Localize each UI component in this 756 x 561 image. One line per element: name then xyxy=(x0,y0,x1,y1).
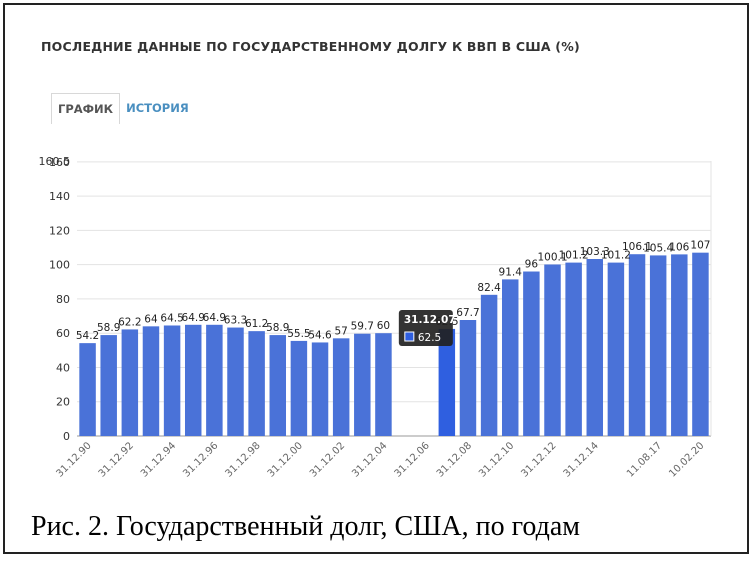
figure-frame: ПОСЛЕДНИЕ ДАННЫЕ ПО ГОСУДАРСТВЕННОМУ ДОЛ… xyxy=(3,3,749,554)
x-tick-label: 31.12.10 xyxy=(477,440,516,479)
tooltip-swatch xyxy=(404,331,415,342)
x-tick-label: 31.12.14 xyxy=(562,440,601,479)
bar xyxy=(142,326,160,436)
tooltip-value: 62.5 xyxy=(418,332,441,344)
bar xyxy=(459,320,477,436)
bar xyxy=(586,259,604,436)
x-tick-label: 31.12.04 xyxy=(350,440,389,479)
tooltip-date: 31.12.07 xyxy=(404,314,456,326)
y-tick-label: 160 xyxy=(49,156,70,169)
x-tick-label: 31.12.00 xyxy=(266,440,305,479)
data-label: 62.2 xyxy=(118,316,141,328)
bar xyxy=(501,279,519,436)
y-tick-label: 80 xyxy=(56,293,70,306)
data-label: 64.9 xyxy=(182,312,205,324)
data-label: 105.4 xyxy=(643,242,673,254)
data-label: 63.3 xyxy=(224,315,247,327)
bar xyxy=(607,262,625,436)
bar xyxy=(100,335,117,436)
bar xyxy=(671,254,688,436)
bar xyxy=(544,264,561,436)
data-label: 96 xyxy=(525,259,539,271)
data-label: 61.2 xyxy=(245,318,268,330)
data-label: 55.5 xyxy=(287,328,310,340)
data-label: 64.9 xyxy=(203,312,226,324)
bar xyxy=(311,342,329,436)
bar xyxy=(79,343,96,436)
data-label: 58.9 xyxy=(266,322,289,334)
data-label: 107 xyxy=(690,240,710,252)
data-label: 106 xyxy=(669,241,689,253)
tab-bar: ГРАФИК ИСТОРИЯ xyxy=(51,93,195,124)
bar xyxy=(438,328,456,436)
y-tick-label: 0 xyxy=(63,430,70,443)
bar xyxy=(206,324,223,436)
bar xyxy=(290,340,308,436)
data-label: 103.3 xyxy=(580,246,610,258)
bar xyxy=(480,294,498,436)
data-label: 64.5 xyxy=(160,312,183,324)
data-label: 101.2 xyxy=(601,250,631,262)
data-label: 58.9 xyxy=(97,322,120,334)
x-tick-label: 31.12.08 xyxy=(435,440,474,479)
y-tick-label: 100 xyxy=(49,259,70,272)
data-label: 106.1 xyxy=(622,241,652,253)
data-label: 100.1 xyxy=(537,251,567,263)
y-top-label: 160.5 xyxy=(39,155,71,168)
data-label: 67.7 xyxy=(456,307,479,319)
bar xyxy=(375,333,392,436)
y-tick-label: 120 xyxy=(49,224,70,237)
x-tick-label: 10.02.20 xyxy=(667,440,706,479)
bar xyxy=(354,333,371,436)
bar xyxy=(692,252,709,436)
x-tick-label: 31.12.96 xyxy=(181,440,220,479)
bar xyxy=(523,271,540,436)
data-label: 54.2 xyxy=(76,330,99,342)
bar xyxy=(163,325,181,436)
bar xyxy=(649,255,667,436)
x-tick-label: 31.12.12 xyxy=(519,440,558,479)
x-tick-label: 31.12.06 xyxy=(393,440,432,479)
x-tick-label: 31.12.90 xyxy=(54,440,93,479)
data-label: 91.4 xyxy=(499,266,523,278)
x-tick-label: 31.12.98 xyxy=(223,440,262,479)
bar xyxy=(227,327,244,436)
data-label: 59.7 xyxy=(351,321,374,333)
tab-history[interactable]: ИСТОРИЯ xyxy=(126,101,189,115)
bar xyxy=(184,324,202,436)
bar xyxy=(332,338,350,436)
x-tick-label: 31.12.02 xyxy=(308,440,347,479)
figure-caption: Рис. 2. Государственный долг, США, по го… xyxy=(31,511,580,542)
y-tick-label: 140 xyxy=(49,190,70,203)
y-tick-label: 20 xyxy=(56,396,70,409)
bar xyxy=(269,335,287,436)
x-tick-label: 11.08.17 xyxy=(625,440,664,479)
tab-chart[interactable]: ГРАФИК xyxy=(51,93,121,124)
data-label: 64 xyxy=(144,313,158,325)
data-label: 101.2 xyxy=(559,250,589,262)
x-tick-label: 31.12.94 xyxy=(139,440,178,479)
y-tick-label: 60 xyxy=(56,327,70,340)
y-tick-label: 40 xyxy=(56,361,70,374)
bar xyxy=(565,262,582,436)
data-label: 57 xyxy=(334,325,347,337)
data-label: 60 xyxy=(377,320,390,332)
bar xyxy=(628,254,646,436)
bar xyxy=(248,331,265,436)
data-label: 82.4 xyxy=(477,282,501,294)
x-tick-label: 31.12.92 xyxy=(97,440,136,479)
bar xyxy=(121,329,139,436)
page-title: ПОСЛЕДНИЕ ДАННЫЕ ПО ГОСУДАРСТВЕННОМУ ДОЛ… xyxy=(41,39,580,54)
data-label: 54.6 xyxy=(308,329,332,341)
